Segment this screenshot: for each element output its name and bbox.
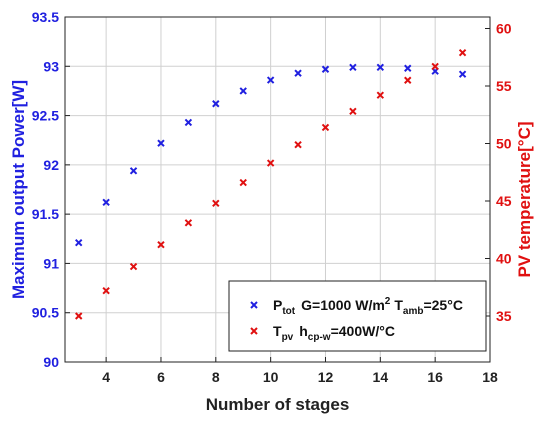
legend-entry-power: Ptot G=1000 W/m2 Tamb=25°C: [250, 296, 463, 317]
x-axis-title: Number of stages: [206, 395, 350, 414]
legend-power-irradiance: G=1000 W/m: [301, 297, 385, 313]
right-y-tick-label: 50: [496, 136, 512, 152]
left-y-tick-label: 91.5: [32, 206, 59, 222]
power-data-point: [239, 87, 247, 95]
legend-temp-subscript: pv: [282, 332, 294, 343]
power-data-point: [102, 198, 110, 207]
power-data-point: [157, 139, 165, 147]
legend-temp-h-symbol: h: [299, 323, 308, 339]
x-tick-label: 14: [373, 369, 389, 385]
legend-box: [228, 280, 487, 352]
legend-entry-temperature: Tpv hcp-w=400W/°C: [250, 323, 395, 343]
legend-label-power: Ptot G=1000 W/m2 Tamb=25°C: [273, 296, 463, 317]
legend-power-symbol: P: [273, 297, 282, 313]
temperature-data-point: [184, 219, 193, 227]
temperature-data-point: [266, 159, 275, 167]
power-data-point: [212, 100, 220, 108]
legend-power-tamb-value: =25°C: [423, 297, 462, 313]
temperature-data-point: [129, 262, 138, 271]
legend-power-tamb-subscript: amb: [403, 306, 424, 317]
right-y-axis-title: PV temperature[°C]: [515, 121, 534, 277]
x-tick-label: 6: [157, 369, 165, 385]
temperature-data-point: [376, 91, 385, 99]
temperature-data-point: [102, 286, 110, 295]
x-tick-label: 12: [318, 369, 334, 385]
right-y-tick-label: 45: [496, 193, 512, 209]
right-y-tick-label: 35: [496, 308, 512, 324]
power-data-point: [404, 64, 412, 72]
temperature-data-point: [212, 199, 220, 208]
x-tick-label: 18: [482, 369, 498, 385]
legend-power-subscript: tot: [282, 306, 295, 317]
legend-temp-h-subscript: cp-w: [308, 332, 331, 343]
temperature-data-point: [349, 107, 357, 116]
left-y-tick-label: 90.5: [32, 305, 59, 321]
plot-area-frame: [64, 16, 491, 363]
temperature-data-point: [458, 48, 467, 57]
x-tick-label: 8: [212, 369, 220, 385]
temperature-data-point: [75, 312, 83, 320]
x-tick-label: 10: [263, 369, 279, 385]
axis-ticks: 4 6 8 10 12 14 16 18 90 90.5 91 91.5 92 92.5 93 93.5 35 4…: [32, 9, 512, 385]
legend-marker-temperature: [250, 327, 258, 335]
legend-temp-h-value: =400W/°C: [331, 323, 395, 339]
power-data-point: [266, 76, 275, 84]
right-y-tick-label: 40: [496, 251, 512, 267]
left-y-tick-label: 93.5: [32, 9, 59, 25]
temperature-data-point: [294, 140, 302, 149]
left-y-tick-label: 91: [43, 255, 59, 271]
power-data-point: [184, 118, 193, 127]
legend-temp-symbol: T: [273, 323, 282, 339]
legend-power-superscript: 2: [385, 296, 391, 307]
power-data-point: [376, 63, 385, 71]
temperature-data-point: [321, 123, 330, 132]
power-data-point: [129, 167, 138, 175]
x-tick-label: 16: [427, 369, 443, 385]
legend-marker-power: [250, 301, 258, 309]
temperature-data-point: [404, 76, 412, 84]
x-tick-label: 4: [102, 369, 110, 385]
left-y-tick-label: 93: [43, 58, 59, 74]
right-y-tick-label: 60: [496, 21, 512, 37]
temperature-data-point: [239, 178, 247, 187]
left-y-axis-title: Maximum output Power[W]: [9, 80, 28, 299]
left-y-tick-label: 90: [43, 354, 59, 370]
left-y-tick-label: 92: [43, 157, 59, 173]
power-data-point: [349, 63, 357, 71]
legend-x-marker: [250, 327, 258, 335]
legend-label-temperature: Tpv hcp-w=400W/°C: [273, 323, 395, 343]
temperature-data-point: [431, 62, 439, 71]
temperature-data-point: [157, 240, 165, 249]
legend-power-tamb-symbol: T: [394, 297, 403, 313]
power-data-point: [321, 65, 330, 73]
legend-x-marker: [250, 301, 258, 309]
legend: Ptot G=1000 W/m2 Tamb=25°C Tpv hcp-w=400W/°…: [228, 280, 487, 352]
power-data-point: [75, 239, 83, 247]
power-data-point: [294, 69, 302, 77]
power-data-point: [458, 70, 467, 78]
right-y-tick-label: 55: [496, 78, 512, 94]
data-markers: [75, 48, 467, 320]
left-y-tick-label: 92.5: [32, 108, 59, 124]
